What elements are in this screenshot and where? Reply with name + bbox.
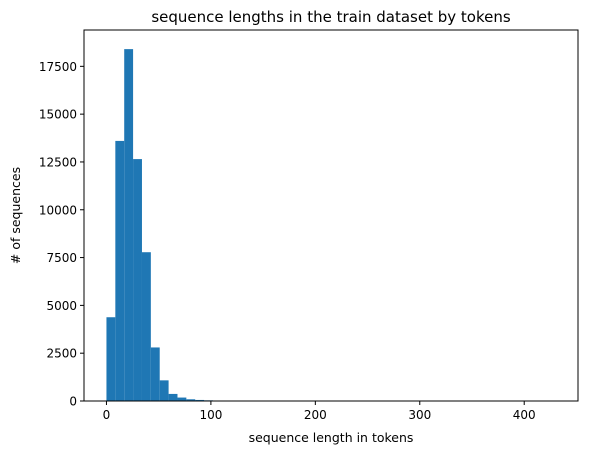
histogram-bar-8 bbox=[177, 397, 187, 401]
y-tick-label: 17500 bbox=[39, 60, 77, 74]
x-axis-label: sequence length in tokens bbox=[249, 430, 414, 445]
histogram-bar-2 bbox=[124, 49, 134, 401]
y-axis-ticks: 0 2500 5000 7500 10000 12500 15000 17500 bbox=[39, 60, 84, 409]
histogram-bar-6 bbox=[159, 380, 169, 401]
y-tick-label: 7500 bbox=[46, 251, 77, 265]
y-tick-label: 10000 bbox=[39, 203, 77, 217]
y-tick-label: 2500 bbox=[46, 347, 77, 361]
histogram-bar-9 bbox=[186, 399, 196, 401]
histogram-bar-1 bbox=[115, 140, 125, 401]
bars-group bbox=[106, 49, 240, 401]
plot-frame bbox=[83, 29, 579, 402]
histogram-bar-0 bbox=[106, 317, 116, 401]
y-tick-label: 0 bbox=[69, 395, 77, 409]
x-tick-label: 200 bbox=[304, 408, 327, 422]
histogram-bar-7 bbox=[168, 393, 178, 401]
x-tick-label: 0 bbox=[103, 408, 111, 422]
y-tick-label: 15000 bbox=[39, 108, 77, 122]
x-tick-label: 400 bbox=[513, 408, 536, 422]
histogram-bar-10 bbox=[195, 399, 205, 401]
chart-title: sequence lengths in the train dataset by… bbox=[151, 8, 511, 26]
histogram-bar-3 bbox=[133, 159, 142, 401]
y-axis-label: # of sequences bbox=[8, 167, 23, 264]
x-axis-ticks: 0 100 200 300 400 bbox=[103, 401, 536, 422]
y-tick-label: 5000 bbox=[46, 299, 77, 313]
histogram-bar-5 bbox=[150, 347, 160, 401]
x-tick-label: 300 bbox=[408, 408, 431, 422]
histogram-bar-4 bbox=[141, 252, 151, 401]
y-tick-label: 12500 bbox=[39, 155, 77, 169]
x-tick-label: 100 bbox=[199, 408, 222, 422]
